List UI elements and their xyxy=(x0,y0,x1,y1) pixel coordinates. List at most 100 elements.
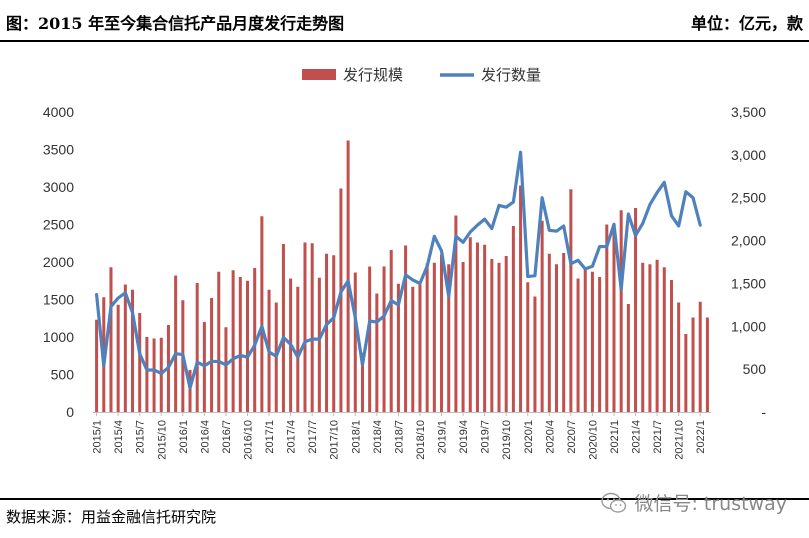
bar-issuance-scale xyxy=(332,255,336,412)
left-axis-tick-label: 500 xyxy=(51,367,75,383)
x-axis-tick-label: 2021/7 xyxy=(652,420,664,454)
left-axis-tick-label: 2500 xyxy=(43,217,74,233)
bar-issuance-scale xyxy=(547,253,551,412)
bar-issuance-scale xyxy=(281,244,285,412)
bar-issuance-scale xyxy=(554,264,559,412)
bar-issuance-scale xyxy=(296,286,300,412)
right-axis-tick-label: 3,000 xyxy=(731,147,766,163)
bar-issuance-scale xyxy=(188,370,192,412)
x-axis-tick-label: 2018/10 xyxy=(415,420,427,460)
bar-issuance-scale xyxy=(360,352,364,412)
bar-issuance-scale xyxy=(317,277,321,412)
bar-issuance-scale xyxy=(109,267,113,412)
x-axis-tick-label: 2016/4 xyxy=(199,420,211,454)
bar-issuance-scale xyxy=(490,259,494,412)
x-axis-tick-label: 2020/1 xyxy=(523,420,535,454)
right-axis-tick-label: 2,000 xyxy=(731,233,766,249)
combo-chart: 0 500 1000 1500 2000 2500 3000 3500 4000 - 500 1,00… xyxy=(43,66,767,460)
bar-issuance-scale xyxy=(238,277,242,412)
bar-issuance-scale xyxy=(404,245,408,412)
x-axis-tick-label: 2018/7 xyxy=(393,420,405,454)
bar-issuance-scale xyxy=(705,317,709,412)
bar-issuance-scale xyxy=(634,208,638,412)
bar-issuance-scale xyxy=(396,283,400,412)
bar-issuance-scale xyxy=(253,268,257,412)
bar-issuance-scale xyxy=(662,267,666,412)
bar-issuance-scale xyxy=(504,256,508,412)
bar-issuance-scale xyxy=(454,215,458,412)
bar-issuance-scale xyxy=(310,243,314,412)
bar-issuance-scale xyxy=(346,140,350,412)
x-axis-tick-label: 2017/10 xyxy=(329,420,341,460)
bar-issuance-scale xyxy=(655,259,659,412)
bar-issuance-scale xyxy=(353,272,357,412)
legend-label-line: 发行数量 xyxy=(481,66,541,84)
bar-issuance-scale xyxy=(562,253,566,412)
chart-header: 图：2015 年至今集合信托产品月度发行走势图 单位：亿元，款 xyxy=(0,0,809,42)
x-axis-tick-label: 2015/1 xyxy=(92,420,104,454)
bar-issuance-scale xyxy=(447,264,451,412)
bar-issuance-scale xyxy=(576,278,580,412)
bar-issuance-scale xyxy=(598,277,602,412)
unit-label: 单位：亿元，款 xyxy=(690,14,803,33)
watermark: 微信号: trustway xyxy=(600,489,787,516)
bar-issuance-scale xyxy=(303,242,307,412)
bar-issuance-scale xyxy=(432,262,436,412)
bar-issuance-scale xyxy=(368,266,372,412)
bar-issuance-scale xyxy=(123,284,127,412)
x-axis-tick-label: 2017/7 xyxy=(307,420,319,454)
bar-issuance-scale xyxy=(382,266,386,412)
bar-issuance-scale xyxy=(612,227,616,412)
left-axis-tick-label: 1000 xyxy=(43,329,74,345)
bar-issuance-scale xyxy=(375,293,379,412)
x-axis-tick-label: 2019/4 xyxy=(458,420,470,454)
bar-issuance-scale xyxy=(691,317,695,412)
bar-issuance-scale xyxy=(440,254,444,412)
bar-issuance-scale xyxy=(626,304,630,412)
bar-issuance-scale xyxy=(497,262,501,412)
x-axis-tick-label: 2021/4 xyxy=(631,420,643,454)
line-issuance-count xyxy=(94,150,702,390)
bar-issuance-scale xyxy=(669,280,673,412)
x-axis-tick-label: 2017/4 xyxy=(286,420,298,454)
left-axis-tick-label: 1500 xyxy=(43,292,74,308)
chart-title: 图：2015 年至今集合信托产品月度发行走势图 xyxy=(6,14,345,33)
bar-issuance-scale xyxy=(145,337,149,412)
bar-issuance-scale xyxy=(641,262,645,412)
bar-issuance-scale xyxy=(95,319,99,412)
left-axis-tick-label: 4000 xyxy=(43,104,74,120)
left-axis-tick-label: 3000 xyxy=(43,179,74,195)
right-axis-tick-label: 1,500 xyxy=(731,275,766,291)
x-axis-tick-label: 2018/1 xyxy=(350,420,362,454)
right-axis-tick-label: 3,500 xyxy=(731,104,766,120)
right-axis-tick-label: 500 xyxy=(743,361,767,377)
source-note: 数据来源：用益金融信托研究院 xyxy=(6,508,217,526)
x-axis-tick-label: 2020/4 xyxy=(544,420,556,454)
bar-issuance-scale xyxy=(468,237,472,412)
bar-issuance-scale xyxy=(619,210,623,412)
x-axis-tick-label: 2022/1 xyxy=(695,420,707,454)
x-axis-tick-label: 2015/10 xyxy=(156,420,168,460)
bar-issuance-scale xyxy=(475,242,479,412)
right-axis-tick-label: 1,000 xyxy=(731,318,766,334)
left-axis-tick-label: 2000 xyxy=(43,254,74,270)
left-axis-tick-label: 0 xyxy=(66,404,74,420)
bar-issuance-scale xyxy=(339,188,343,412)
bar-issuance-scale xyxy=(217,271,221,412)
bar-issuance-scale xyxy=(138,313,142,412)
bar-issuance-scale xyxy=(605,224,609,412)
bar-issuance-scale xyxy=(511,226,515,412)
bar-issuance-scale xyxy=(684,334,688,412)
bar-issuance-scale xyxy=(425,263,429,412)
bar-issuance-scale xyxy=(231,270,235,412)
bar-issuance-scale xyxy=(583,268,587,412)
bar-issuance-scale xyxy=(210,298,214,412)
legend-swatch-bar xyxy=(302,69,336,80)
right-axis-tick-label: - xyxy=(761,404,766,420)
bar-issuance-scale xyxy=(540,220,544,412)
bar-issuance-scale xyxy=(461,262,465,412)
bar-issuance-scale xyxy=(195,283,199,412)
x-axis-tick-label: 2020/10 xyxy=(587,420,599,460)
bar-issuance-scale xyxy=(224,327,228,412)
bar-issuance-scale xyxy=(411,286,415,412)
